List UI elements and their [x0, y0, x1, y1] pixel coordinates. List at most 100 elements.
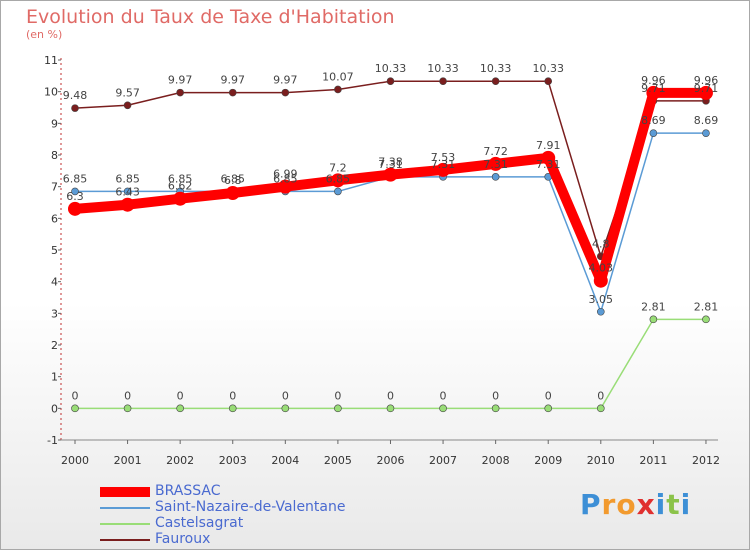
y-tick-label: 11 — [44, 54, 58, 67]
data-label-castelsagrat: 0 — [177, 389, 184, 402]
x-tick-label: 2012 — [692, 454, 720, 467]
data-point-fauroux — [228, 88, 237, 97]
data-label-castelsagrat: 0 — [229, 389, 236, 402]
data-label-brassac: 6.43 — [115, 186, 140, 199]
y-tick-label: -1 — [47, 434, 58, 447]
data-point-brassac — [120, 197, 135, 212]
y-tick-label: 3 — [51, 307, 58, 320]
data-point-brassac — [383, 167, 398, 182]
axis-layer: -1 0 1 2 3 4 5 6 7 8 9 10 11 2000 2001 2002 2003 2004 2005… — [44, 54, 720, 467]
data-label-fauroux: 9.48 — [63, 89, 88, 102]
data-label-fauroux: 10.33 — [375, 62, 407, 75]
data-label-brassac: 6.62 — [168, 180, 193, 193]
x-tick-label: 2009 — [534, 454, 562, 467]
x-tick-label: 2002 — [166, 454, 194, 467]
data-point-brassac — [436, 162, 451, 177]
y-tick-label: 0 — [51, 402, 58, 415]
data-label-brassac: 7.72 — [483, 145, 508, 158]
chart-subtitle: (en %) — [26, 28, 63, 41]
data-point-brassac — [646, 85, 661, 100]
data-point-castelsagrat — [281, 404, 290, 413]
x-tick-label: 2000 — [61, 454, 89, 467]
data-label-saint-nazaire-de-valentane: 3.05 — [589, 293, 614, 306]
data-point-castelsagrat — [123, 404, 132, 413]
data-label-fauroux: 10.07 — [322, 70, 354, 83]
data-point-castelsagrat — [228, 404, 237, 413]
data-point-saint-nazaire-de-valentane — [334, 187, 342, 196]
data-point-castelsagrat — [702, 315, 710, 324]
legend-item-fauroux: Fauroux — [100, 531, 420, 548]
legend-label: BRASSAC — [155, 483, 221, 499]
data-label-saint-nazaire-de-valentane: 7.31 — [536, 158, 561, 171]
x-tick-label: 2006 — [376, 454, 404, 467]
x-tick-label: 2010 — [587, 454, 615, 467]
logo-letter: P — [580, 488, 602, 521]
data-point-brassac — [698, 85, 713, 100]
data-label-brassac: 7.2 — [329, 161, 347, 174]
series-fauroux — [71, 77, 710, 261]
legend-item-brassac: BRASSAC — [100, 483, 420, 500]
data-label-saint-nazaire-de-valentane: 6.85 — [220, 172, 245, 185]
y-tick-label: 2 — [51, 339, 58, 352]
data-label-fauroux: 9.97 — [168, 74, 193, 87]
data-label-castelsagrat: 0 — [72, 389, 79, 402]
series-layer — [68, 77, 713, 413]
data-label-saint-nazaire-de-valentane: 8.69 — [641, 114, 666, 127]
x-tick-label: 2001 — [114, 454, 142, 467]
data-label-castelsagrat: 0 — [387, 389, 394, 402]
data-label-castelsagrat: 2.81 — [694, 300, 719, 313]
data-point-fauroux — [281, 88, 290, 97]
logo-letter: o — [616, 488, 637, 521]
data-label-fauroux: 10.33 — [480, 62, 512, 75]
data-label-fauroux: 9.71 — [641, 82, 666, 95]
data-point-brassac — [488, 156, 503, 171]
data-point-castelsagrat — [176, 404, 184, 413]
data-point-saint-nazaire-de-valentane — [702, 129, 710, 137]
data-point-fauroux — [386, 77, 395, 86]
legend-swatch — [100, 523, 150, 525]
x-tick-label: 2007 — [429, 454, 457, 467]
data-point-castelsagrat — [439, 404, 447, 413]
data-point-castelsagrat — [491, 404, 500, 413]
y-tick-label: 5 — [51, 244, 58, 257]
data-point-castelsagrat — [544, 404, 553, 413]
data-label-castelsagrat: 0 — [334, 389, 341, 402]
data-point-castelsagrat — [649, 315, 658, 324]
legend-label: Fauroux — [155, 531, 211, 547]
x-tick-label: 2005 — [324, 454, 352, 467]
legend-swatch — [100, 487, 150, 497]
legend-swatch — [100, 539, 150, 541]
data-label-fauroux: 10.33 — [427, 62, 459, 75]
data-label-brassac: 9.96 — [641, 74, 666, 87]
y-tick-label: 7 — [51, 181, 58, 194]
data-point-fauroux — [439, 77, 447, 86]
legend-label: Castelsagrat — [155, 515, 244, 531]
x-tick-label: 2008 — [482, 454, 510, 467]
legend-swatch — [100, 507, 150, 509]
data-label-saint-nazaire-de-valentane: 6.85 — [168, 172, 193, 185]
logo-letter: r — [601, 488, 617, 521]
data-label-fauroux: 4.8 — [592, 237, 610, 250]
data-label-fauroux: 9.97 — [220, 74, 245, 87]
data-label-saint-nazaire-de-valentane: 7.31 — [431, 158, 456, 171]
data-point-saint-nazaire-de-valentane — [71, 187, 79, 196]
data-label-brassac: 6.3 — [66, 190, 84, 203]
data-point-castelsagrat — [334, 404, 342, 413]
data-point-brassac — [278, 179, 293, 194]
legend-item-castelsagrat: Castelsagrat — [100, 515, 420, 532]
data-label-brassac: 7.53 — [431, 151, 456, 164]
chart-title: Evolution du Taux de Taxe d'Habitation — [26, 6, 395, 28]
data-point-fauroux — [123, 101, 132, 110]
y-tick-label: 1 — [51, 371, 58, 384]
data-label-saint-nazaire-de-valentane: 7.31 — [483, 158, 508, 171]
y-tick-label: 4 — [51, 276, 58, 289]
data-label-fauroux: 9.71 — [694, 82, 719, 95]
data-label-saint-nazaire-de-valentane: 8.69 — [694, 114, 719, 127]
series-brassac — [68, 85, 713, 288]
data-point-brassac — [68, 201, 82, 216]
data-point-fauroux — [544, 77, 553, 86]
legend-item-saint-nazaire-de-valentane: Saint-Nazaire-de-Valentane — [100, 499, 420, 516]
data-label-fauroux: 10.33 — [532, 62, 564, 75]
data-label-castelsagrat: 2.81 — [641, 300, 666, 313]
